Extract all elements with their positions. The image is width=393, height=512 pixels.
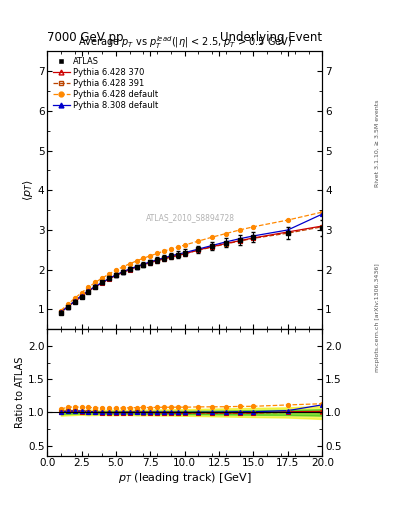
Text: Rivet 3.1.10, ≥ 3.5M events: Rivet 3.1.10, ≥ 3.5M events — [375, 100, 380, 187]
Y-axis label: Ratio to ATLAS: Ratio to ATLAS — [15, 357, 25, 428]
Text: mcplots.cern.ch [arXiv:1306.3436]: mcplots.cern.ch [arXiv:1306.3436] — [375, 263, 380, 372]
Text: ATLAS_2010_S8894728: ATLAS_2010_S8894728 — [146, 214, 235, 223]
Title: Average $p_T$ vs $p_T^{lead}$(|$\eta$| < 2.5, $p_T$ > 0.5 GeV): Average $p_T$ vs $p_T^{lead}$(|$\eta$| <… — [77, 34, 292, 51]
Y-axis label: $\langle p_T \rangle$: $\langle p_T \rangle$ — [21, 179, 35, 201]
X-axis label: $p_T$ (leading track) [GeV]: $p_T$ (leading track) [GeV] — [118, 471, 252, 485]
Legend: ATLAS, Pythia 6.428 370, Pythia 6.428 391, Pythia 6.428 default, Pythia 8.308 de: ATLAS, Pythia 6.428 370, Pythia 6.428 39… — [51, 55, 160, 112]
Text: 7000 GeV pp: 7000 GeV pp — [47, 31, 124, 44]
Text: Underlying Event: Underlying Event — [220, 31, 322, 44]
